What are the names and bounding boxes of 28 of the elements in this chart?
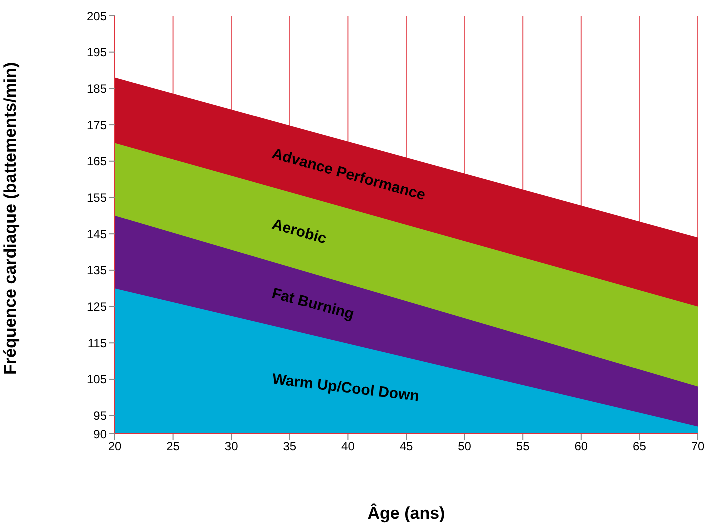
- x-tick-label: 45: [400, 440, 414, 454]
- y-tick-label: 95: [94, 409, 108, 424]
- y-tick-label: 195: [86, 46, 108, 60]
- y-tick-label: 135: [86, 264, 108, 278]
- y-tick-label: 105: [86, 372, 108, 387]
- y-tick-label: 90: [94, 427, 108, 442]
- x-tick-label: 60: [574, 440, 588, 454]
- x-axis-title: Âge (ans): [368, 503, 446, 523]
- y-tick-label: 145: [86, 227, 108, 242]
- y-tick-label: 185: [86, 82, 108, 96]
- x-tick-label: 55: [516, 440, 530, 454]
- series-label: Warm Up/Cool Down: [271, 370, 420, 406]
- x-tick-label: 35: [283, 440, 297, 454]
- x-tick-label: 20: [108, 440, 122, 454]
- x-tick-label: 50: [458, 440, 472, 454]
- y-tick-label: 115: [88, 336, 108, 350]
- x-tick-label: 70: [691, 440, 705, 454]
- y-tick-label: 165: [86, 154, 108, 169]
- y-axis-title: Fréquence cardiaque (battements/min): [1, 62, 20, 375]
- series-label: Aerobic: [270, 216, 329, 248]
- y-tick-label: 125: [86, 300, 108, 314]
- y-tick-label: 205: [86, 9, 108, 24]
- x-tick-label: 40: [342, 440, 356, 454]
- x-tick-label: 30: [224, 440, 239, 454]
- x-tick-label: 25: [166, 440, 180, 454]
- y-tick-label: 155: [86, 191, 108, 205]
- x-tick-label: 65: [633, 440, 647, 454]
- y-tick-label: 175: [86, 118, 108, 132]
